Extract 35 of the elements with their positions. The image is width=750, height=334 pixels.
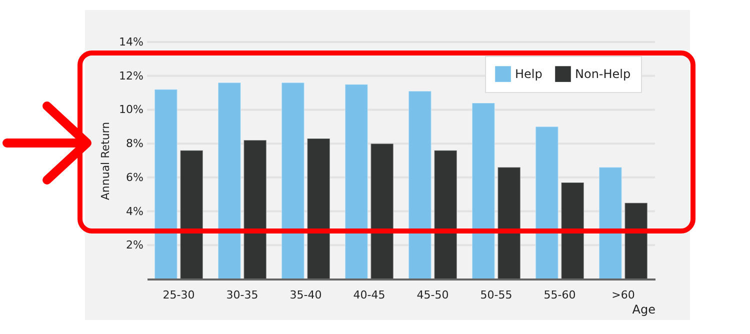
x-axis-title: Age [632,302,656,316]
bar [180,150,204,280]
legend-label: Non-Help [575,67,631,82]
bar [370,143,394,280]
legend-label: Help [515,67,542,82]
bar [344,84,368,280]
bar [154,88,178,280]
x-tick-label: 35-40 [290,288,322,302]
x-tick-label: 30-35 [226,288,258,302]
x-tick-label: 45-50 [416,288,449,302]
bar [243,140,267,280]
bar [535,126,559,280]
y-tick-label: 12% [119,69,144,82]
x-tick-label: 55-60 [544,288,576,302]
x-tick-label: 40-45 [353,288,386,302]
bar [598,166,622,280]
bar [408,90,432,280]
y-tick-label: 4% [126,204,144,218]
bar [624,202,648,280]
y-axis-title: Annual Return [99,122,112,200]
x-tick-label: 50-55 [480,288,512,302]
y-tick-label: 8% [126,137,144,150]
x-tick-label: >60 [612,288,635,302]
y-tick-label: 14% [119,36,144,48]
y-tick-label: 6% [126,170,144,184]
bar [560,182,584,280]
x-tick-label: 25-30 [162,288,195,302]
bar [281,82,305,280]
y-tick-label: 2% [126,238,144,252]
bar [306,138,330,280]
bar [472,102,496,280]
bar [497,166,521,280]
bar [218,82,242,280]
bar [434,150,458,280]
y-tick-label: 10% [119,103,144,116]
